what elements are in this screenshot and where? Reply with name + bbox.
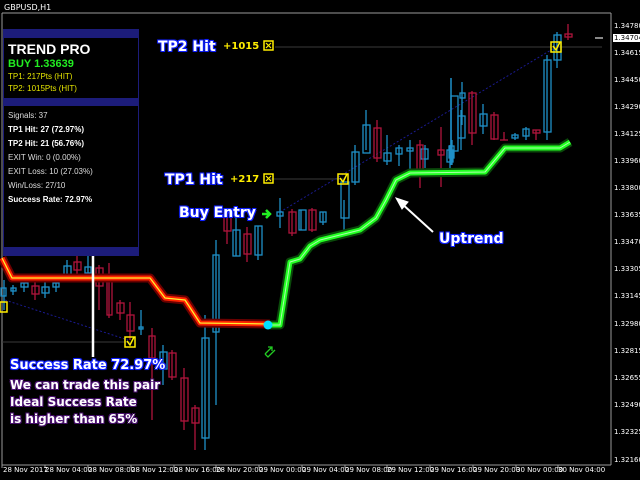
stat-exit-win: EXIT Win: 0 (0.00%)	[8, 153, 81, 162]
buy-entry-label: Buy Entry	[179, 205, 256, 221]
price-tick: 1.33305	[614, 265, 640, 273]
time-tick: 28 Nov 04:00	[45, 466, 93, 474]
buy-signal: BUY 1.33639	[8, 58, 74, 70]
tp1-points: +217	[230, 174, 260, 185]
price-tick: 1.33635	[614, 211, 640, 219]
note-line-2: Ideal Success Rate	[10, 395, 137, 409]
panel-footer-bar	[4, 247, 138, 255]
panel-header-bar	[4, 30, 138, 38]
tp1-status: TP1: 217Pts (HIT)	[8, 72, 73, 81]
stat-tp2-hit: TP2 Hit: 21 (56.76%)	[8, 139, 85, 148]
time-tick: 30 Nov 04:00	[558, 466, 606, 474]
trend-pro-panel: TREND PRO BUY 1.33639 TP1: 217Pts (HIT) …	[3, 29, 139, 256]
tp2-marker-icon	[263, 40, 274, 51]
price-tick: 1.33800	[614, 184, 640, 192]
tp1-marker-icon	[263, 173, 274, 184]
tp1-hit-check-icon	[337, 173, 349, 185]
price-tick: 1.34615	[614, 49, 640, 57]
price-tick: 1.32490	[614, 401, 640, 409]
tp2-status: TP2: 1015Pts (HIT)	[8, 84, 77, 93]
price-tick: 1.32160	[614, 456, 640, 464]
time-tick: 29 Nov 04:00	[302, 466, 350, 474]
price-tick: 1.32980	[614, 320, 640, 328]
time-tick: 28 Nov 20:00	[216, 466, 264, 474]
price-tick: 1.34290	[614, 103, 640, 111]
stat-tp1-hit: TP1 Hit: 27 (72.97%)	[8, 125, 85, 134]
price-tick: 1.32655	[614, 374, 640, 382]
stat-win-loss: Win/Loss: 27/10	[8, 181, 66, 190]
price-tick: 1.32815	[614, 347, 640, 355]
price-tick: 1.33470	[614, 238, 640, 246]
time-tick: 28 Nov 08:00	[88, 466, 136, 474]
stat-success-rate: Success Rate: 72.97%	[8, 195, 93, 204]
price-tick: 1.33145	[614, 292, 640, 300]
current-price-label: 1.34704	[613, 34, 640, 42]
tp2-points: +1015	[223, 41, 260, 52]
tp2-hit-label: TP2 Hit	[158, 39, 216, 55]
entry-dot-icon	[263, 320, 273, 330]
symbol-label: GBPUSD,H1	[4, 3, 52, 12]
time-tick: 29 Nov 00:00	[259, 466, 307, 474]
price-tick: 1.32325	[614, 428, 640, 436]
price-tick: 1.34450	[614, 76, 640, 84]
note-line-1: We can trade this pair	[10, 378, 161, 392]
time-tick: 28 Nov 16:00	[174, 466, 222, 474]
tp2-hit-check-icon	[550, 41, 562, 53]
time-tick: 29 Nov 12:00	[387, 466, 435, 474]
price-tick: 1.33960	[614, 157, 640, 165]
tp1-hit-label: TP1 Hit	[165, 172, 223, 188]
price-axis[interactable]: 1.34780 1.34704 1.34615 1.34450 1.34290 …	[611, 0, 640, 466]
stat-signals: Signals: 37	[8, 111, 48, 120]
time-tick: 29 Nov 08:00	[345, 466, 393, 474]
time-tick: 30 Nov 00:00	[516, 466, 564, 474]
panel-divider-bar	[4, 98, 138, 106]
buy-arrow-icon	[264, 346, 276, 358]
stat-exit-loss: EXIT Loss: 10 (27.03%)	[8, 167, 93, 176]
time-tick: 28 Nov 12:00	[131, 466, 179, 474]
price-tick: 1.34125	[614, 130, 640, 138]
time-tick: 29 Nov 16:00	[430, 466, 478, 474]
price-tick: 1.34780	[614, 22, 640, 30]
success-rate-callout: Success Rate 72.97%	[10, 358, 166, 373]
uptrend-label: Uptrend	[439, 231, 504, 247]
panel-title: TREND PRO	[8, 41, 91, 57]
note-line-3: is higher than 65%	[10, 412, 138, 426]
time-tick: 29 Nov 20:00	[473, 466, 521, 474]
time-tick: 28 Nov 2017	[3, 466, 48, 474]
